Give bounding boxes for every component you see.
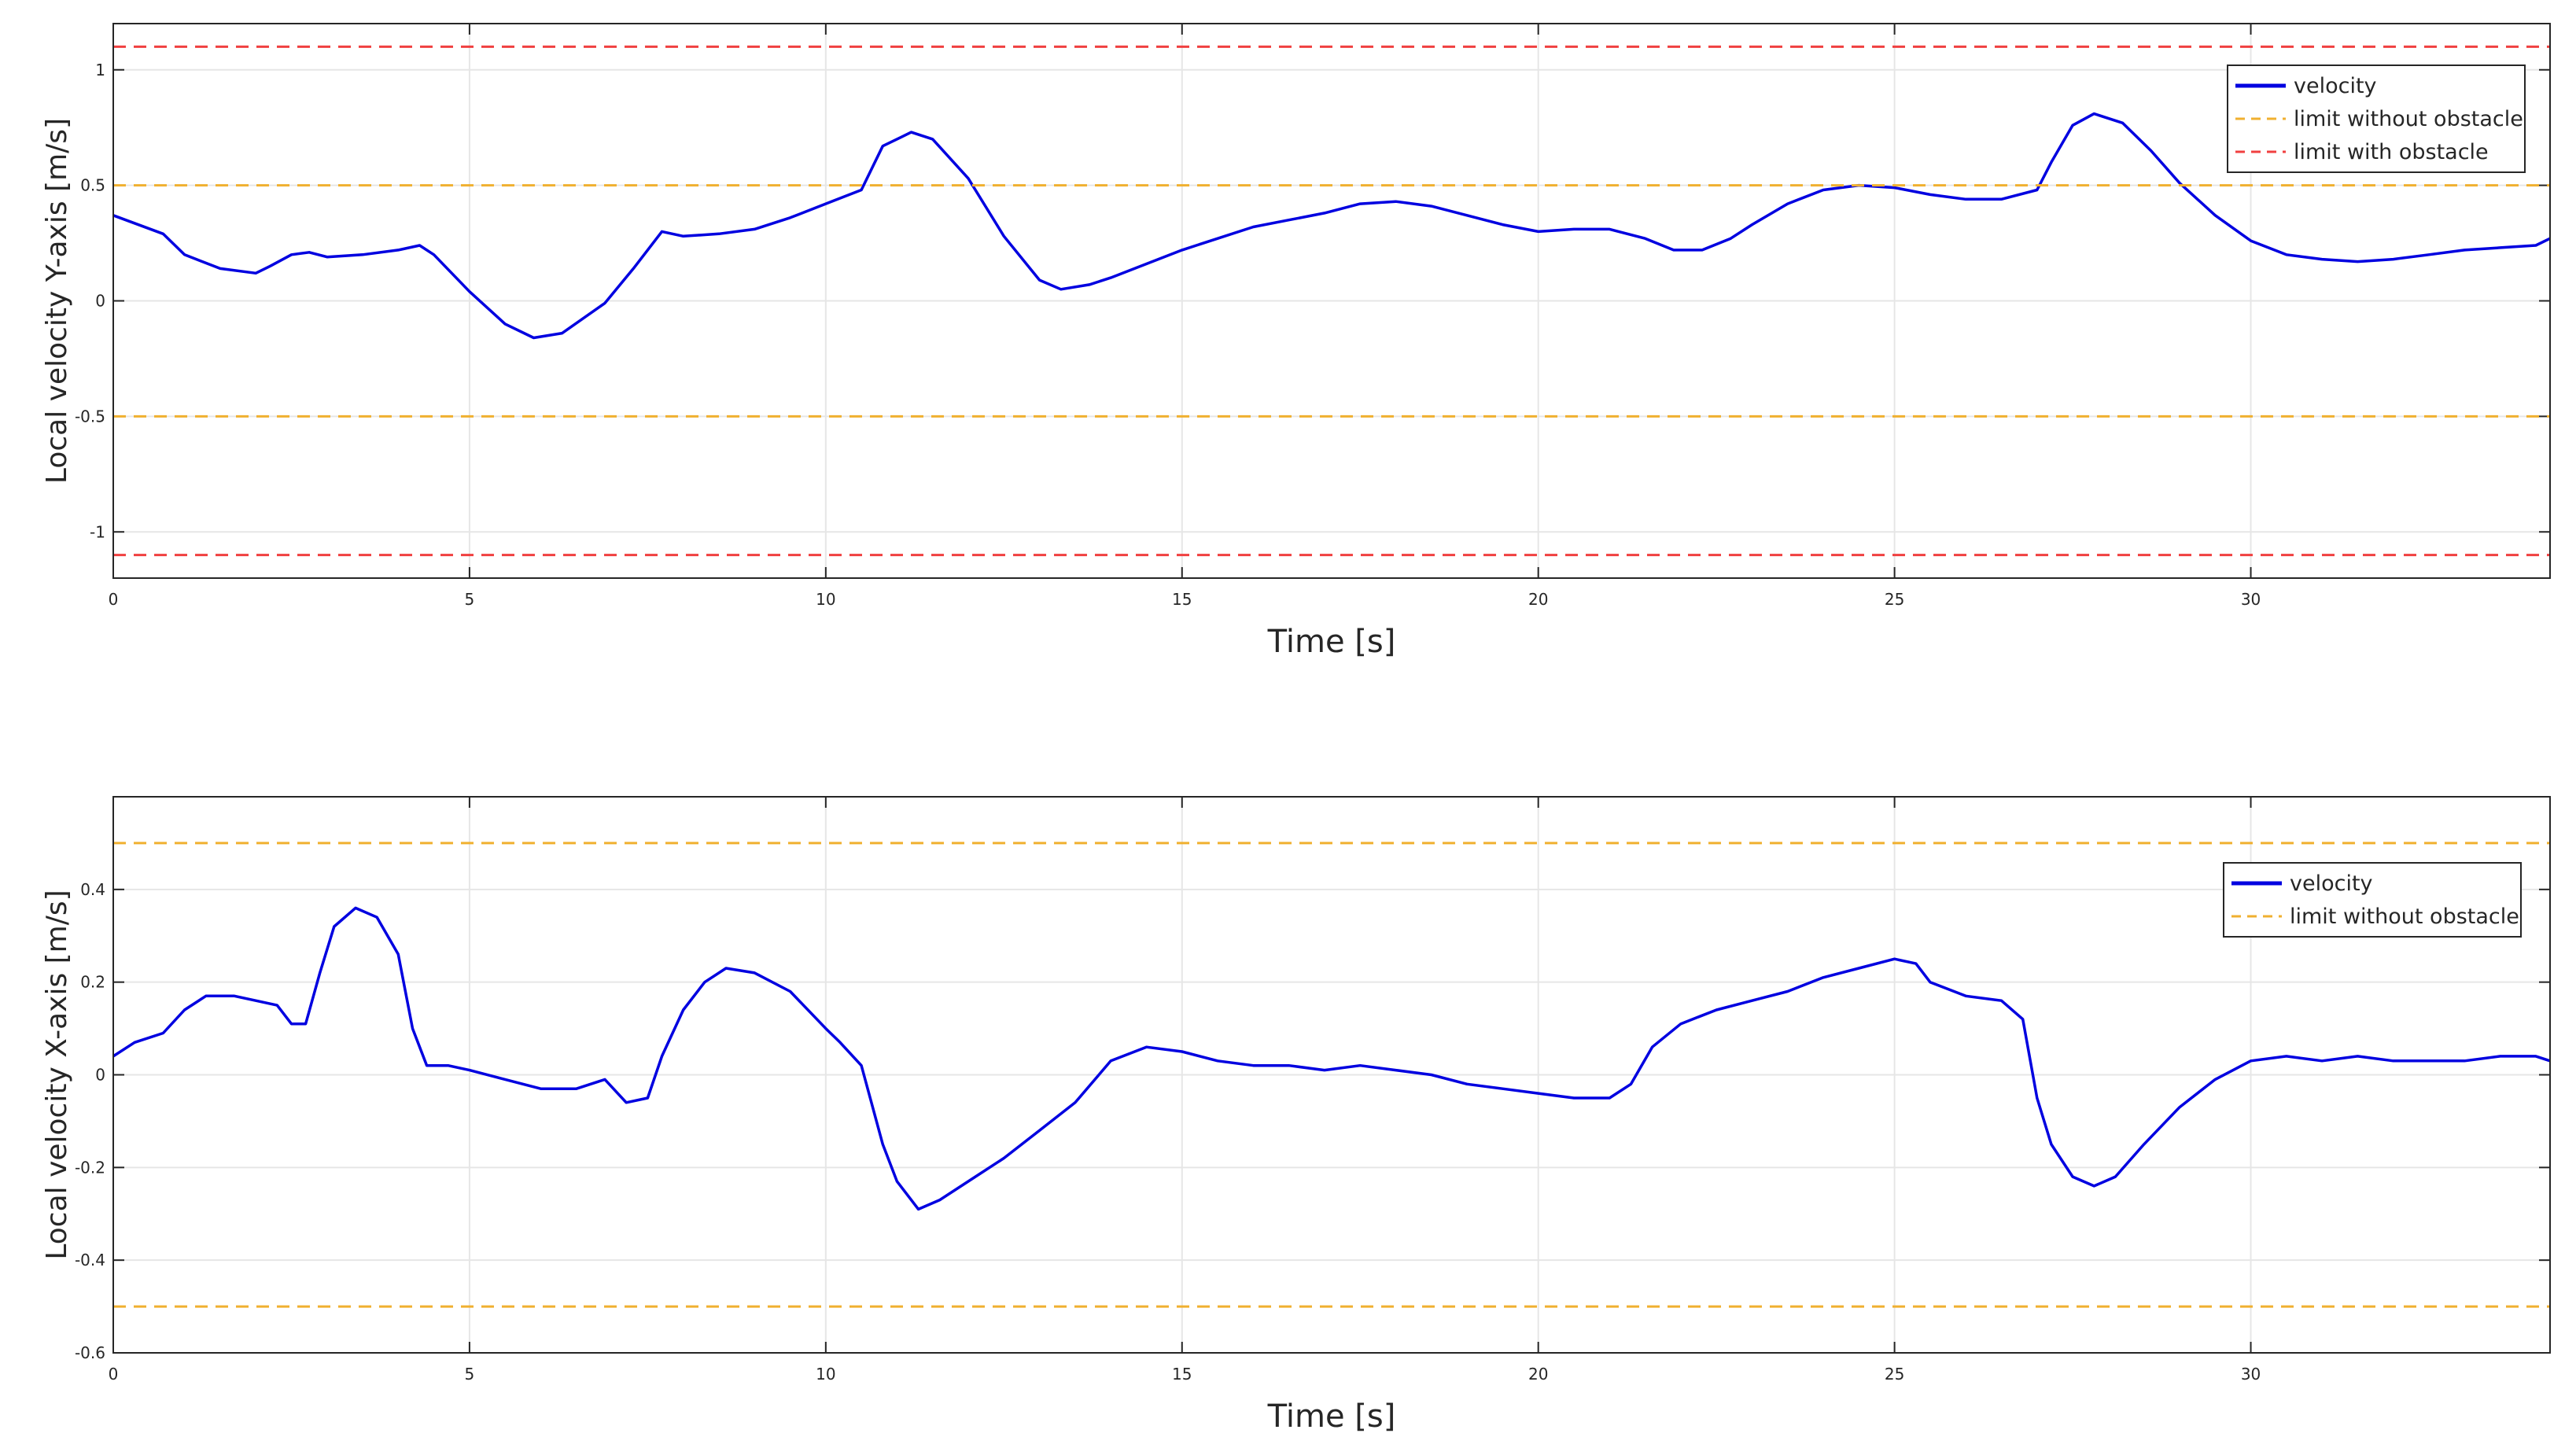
- x-tick-label: 20: [1528, 590, 1548, 609]
- y-tick-label: 0.4: [80, 880, 105, 899]
- x-tick-label: 5: [465, 1365, 475, 1384]
- x-tick-label: 25: [1885, 590, 1904, 609]
- bottom-chart-x-velocity: 0 5 10 15 20 25 30 -0.6 -0.4 -0.2 0 0.2 0.4 Time [s] L…: [41, 796, 2551, 1435]
- axes-box: [112, 796, 2551, 1354]
- y-tick-label: -1: [90, 522, 105, 541]
- x-tick-label: 20: [1528, 1365, 1548, 1384]
- legend-entry: velocity: [2294, 74, 2377, 98]
- y-tick-label: -0.5: [75, 407, 105, 426]
- y-tick-label: 0.5: [80, 176, 105, 195]
- legend: velocity limit without obstacle: [2223, 862, 2522, 938]
- y-tick-label: 0: [95, 292, 105, 311]
- x-tick-label: 0: [109, 590, 119, 609]
- velocity-line: [112, 906, 2551, 1211]
- y-tick-label: 1: [95, 61, 105, 79]
- y-tick-label: -0.4: [75, 1251, 105, 1269]
- y-tick-label: 0: [95, 1066, 105, 1085]
- x-tick-label: 0: [109, 1365, 119, 1384]
- top-chart-y-velocity: 0 5 10 15 20 25 30 -1 -0.5 0 0.5 1 Time [s] Local vel…: [41, 23, 2551, 660]
- y-axis-label: Local velocity Y-axis [m/s]: [41, 118, 73, 484]
- x-tick-label: 5: [465, 590, 475, 609]
- y-tick-label: -0.6: [75, 1343, 105, 1362]
- legend-box: [2223, 862, 2522, 938]
- x-axis-label: Time [s]: [1267, 624, 1396, 660]
- legend-entry: limit without obstacle: [2294, 107, 2523, 131]
- x-axis-label: Time [s]: [1267, 1398, 1396, 1435]
- x-tick-label: 10: [816, 1365, 835, 1384]
- x-tick-label: 30: [2241, 1365, 2261, 1384]
- x-tick-label: 25: [1885, 1365, 1904, 1384]
- legend: velocity limit without obstacle limit with…: [2227, 64, 2526, 173]
- x-tick-label: 10: [816, 590, 835, 609]
- x-tick-label: 15: [1172, 590, 1192, 609]
- y-tick-label: -0.2: [75, 1158, 105, 1177]
- axes-box: [112, 23, 2551, 579]
- legend-entry: limit without obstacle: [2290, 905, 2519, 929]
- legend-entry: velocity: [2290, 871, 2373, 896]
- velocity-line: [112, 112, 2551, 340]
- x-tick-label: 15: [1172, 1365, 1192, 1384]
- legend-box: [2227, 64, 2526, 173]
- x-tick-label: 30: [2241, 590, 2261, 609]
- y-tick-label: 0.2: [80, 973, 105, 992]
- legend-entry: limit with obstacle: [2294, 140, 2489, 164]
- y-axis-label: Local velocity X-axis [m/s]: [41, 890, 73, 1259]
